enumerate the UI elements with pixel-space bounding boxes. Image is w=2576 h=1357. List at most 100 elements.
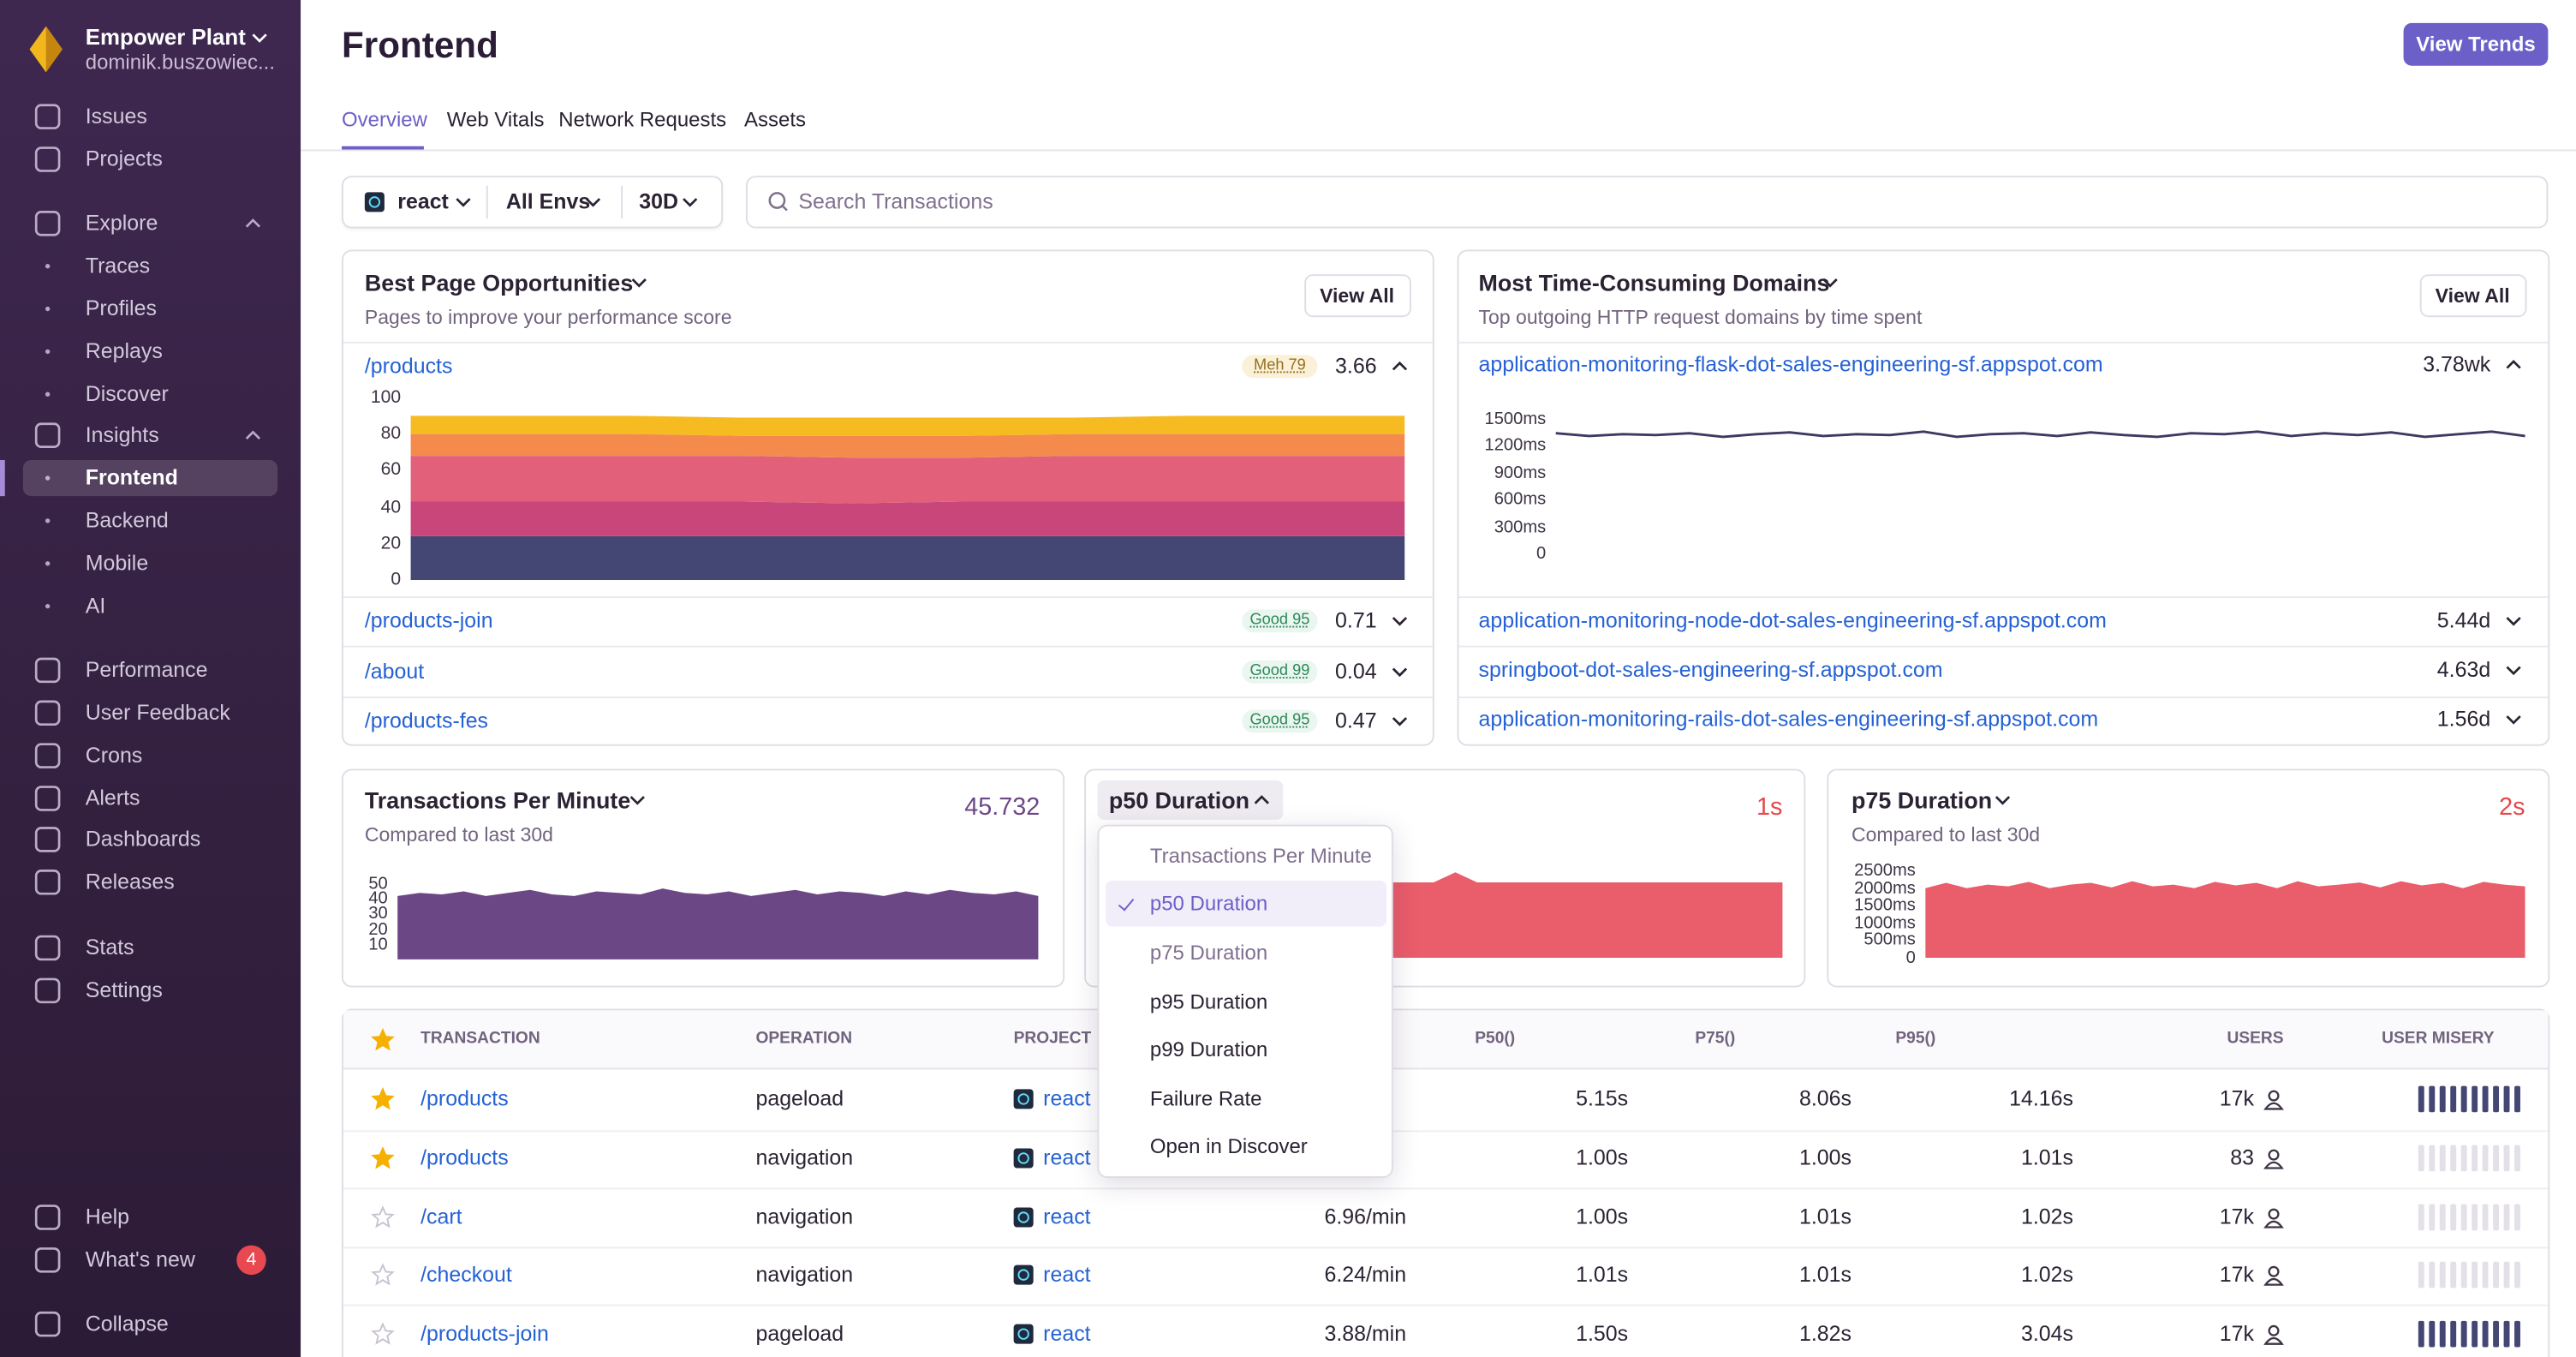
nav-item[interactable]: Dashboards <box>85 826 201 852</box>
domain-time: 5.44d <box>2436 607 2491 633</box>
table <box>342 1008 2550 1357</box>
y-tick-label: 30 <box>368 904 388 924</box>
page-link[interactable]: /products-join <box>364 607 493 633</box>
column-header[interactable]: PROJECT <box>1013 1030 1092 1049</box>
nav-item[interactable]: Backend <box>85 507 169 533</box>
card-value: 2s <box>2499 793 2525 822</box>
p75: 1.01s <box>1798 1204 1852 1229</box>
score-badge <box>1242 609 1318 633</box>
transaction-link[interactable]: /cart <box>420 1204 462 1229</box>
nav-item[interactable]: Stats <box>85 935 134 959</box>
menu-item[interactable]: p95 Duration <box>1149 990 1268 1014</box>
nav-item[interactable]: Insights <box>85 421 159 447</box>
search-placeholder[interactable]: Search Transactions <box>798 188 993 214</box>
transaction-link[interactable]: /products-join <box>420 1320 549 1346</box>
nav-item[interactable]: Performance <box>85 657 208 682</box>
card-title: p75 Duration <box>1852 786 1993 814</box>
domain-time: 4.63d <box>2436 657 2491 682</box>
nav-item[interactable]: Releases <box>85 869 175 894</box>
dropdown-menu: Transactions Per Minute p50 Duration p75 D… <box>1097 824 1393 1178</box>
page-link[interactable]: /products-fes <box>364 708 489 733</box>
page-link[interactable]: /products <box>364 353 453 379</box>
operation: pageload <box>755 1085 844 1111</box>
trends-button[interactable] <box>2403 22 2549 66</box>
transaction-link[interactable]: /products <box>420 1085 509 1111</box>
tab[interactable]: Overview <box>342 108 427 132</box>
nav-item[interactable]: Issues <box>85 103 147 129</box>
row-divider <box>343 1246 2549 1249</box>
view-trends[interactable]: View Trends <box>2416 33 2536 57</box>
nav-item[interactable]: Settings <box>85 977 163 1002</box>
column-header[interactable]: P75() <box>1695 1030 1736 1049</box>
domain-link[interactable]: application-monitoring-rails-dot-sales-e… <box>1478 706 2099 732</box>
score-value: 3.66 <box>1335 353 1377 379</box>
project-link[interactable]: react <box>1043 1204 1091 1229</box>
nav-item[interactable]: Discover <box>85 380 169 406</box>
nav-item[interactable]: Mobile <box>85 550 149 576</box>
row-divider <box>343 696 1433 699</box>
column-header[interactable]: TRANSACTION <box>420 1030 540 1049</box>
users: 83 <box>2230 1145 2255 1170</box>
tab[interactable]: Web Vitals <box>446 108 545 132</box>
nav-item[interactable]: Help <box>85 1204 130 1229</box>
project-link[interactable]: react <box>1043 1085 1091 1111</box>
view-all[interactable]: View All <box>1320 284 1395 308</box>
menu-item[interactable]: p50 Duration <box>1149 892 1268 916</box>
column-header[interactable]: P50() <box>1475 1030 1516 1049</box>
y-tick-label: 1200ms <box>1484 435 1547 456</box>
nav-item[interactable]: AI <box>85 593 106 619</box>
domains-panel <box>1457 249 2550 746</box>
row-divider <box>343 1130 2549 1133</box>
page-link[interactable]: /about <box>364 658 425 684</box>
card-value: 45.732 <box>964 793 1041 822</box>
y-tick-label: 0 <box>391 570 402 590</box>
nav-item[interactable]: Replays <box>85 338 163 363</box>
search-box[interactable] <box>745 176 2549 229</box>
nav-item[interactable]: Crons <box>85 742 143 768</box>
tab[interactable]: Network Requests <box>558 108 727 132</box>
nav-item[interactable]: User Feedback <box>85 699 230 725</box>
nav-item[interactable]: Alerts <box>85 785 140 810</box>
column-header[interactable]: USER MISERY <box>2382 1030 2495 1049</box>
period-filter[interactable]: 30D <box>639 188 679 214</box>
project-filter[interactable]: react <box>397 188 449 214</box>
transaction-link[interactable]: /checkout <box>420 1261 512 1287</box>
score-badge-label: Good 99 <box>1249 661 1310 680</box>
nav-item[interactable]: Collapse <box>85 1311 169 1336</box>
menu-item[interactable]: Failure Rate <box>1149 1087 1262 1111</box>
nav-item[interactable]: Profiles <box>85 296 157 320</box>
project-link[interactable]: react <box>1043 1261 1091 1287</box>
domain-link[interactable]: application-monitoring-node-dot-sales-en… <box>1478 607 2107 633</box>
tab[interactable]: Assets <box>744 108 806 132</box>
menu-item[interactable]: Open in Discover <box>1149 1135 1308 1158</box>
p50-selector[interactable] <box>1097 780 1284 820</box>
domain-time: 3.78wk <box>2423 351 2491 377</box>
badge-count: 4 <box>246 1250 257 1270</box>
page-title: Frontend <box>342 24 498 66</box>
view-all[interactable]: View All <box>2435 284 2510 308</box>
env-filter[interactable]: All Envs <box>505 188 591 214</box>
view-all-button[interactable] <box>2419 274 2527 318</box>
project-link[interactable]: react <box>1043 1320 1091 1346</box>
nav-item[interactable]: Traces <box>85 253 151 278</box>
transaction-link[interactable]: /products <box>420 1145 509 1170</box>
nav-item[interactable]: What's new <box>85 1246 195 1272</box>
nav-item[interactable]: Frontend <box>85 464 178 490</box>
score-badge <box>1242 660 1318 684</box>
menu-item[interactable]: p99 Duration <box>1149 1037 1268 1061</box>
column-header[interactable]: P95() <box>1895 1030 1936 1049</box>
nav-item[interactable]: Projects <box>85 146 163 171</box>
y-tick-label: 40 <box>380 497 402 517</box>
column-header[interactable]: OPERATION <box>755 1030 853 1049</box>
p75-panel <box>1827 768 2550 988</box>
column-header[interactable]: USERS <box>2227 1030 2284 1049</box>
card-title[interactable]: p50 Duration <box>1108 786 1250 814</box>
domain-link[interactable]: springboot-dot-sales-engineering-sf.apps… <box>1478 657 1943 682</box>
project-link[interactable]: react <box>1043 1145 1091 1170</box>
nav-item[interactable]: Explore <box>85 210 158 236</box>
domain-link[interactable]: application-monitoring-flask-dot-sales-e… <box>1478 351 2103 377</box>
row-divider <box>1458 341 2549 344</box>
view-all-button[interactable] <box>1304 274 1411 318</box>
